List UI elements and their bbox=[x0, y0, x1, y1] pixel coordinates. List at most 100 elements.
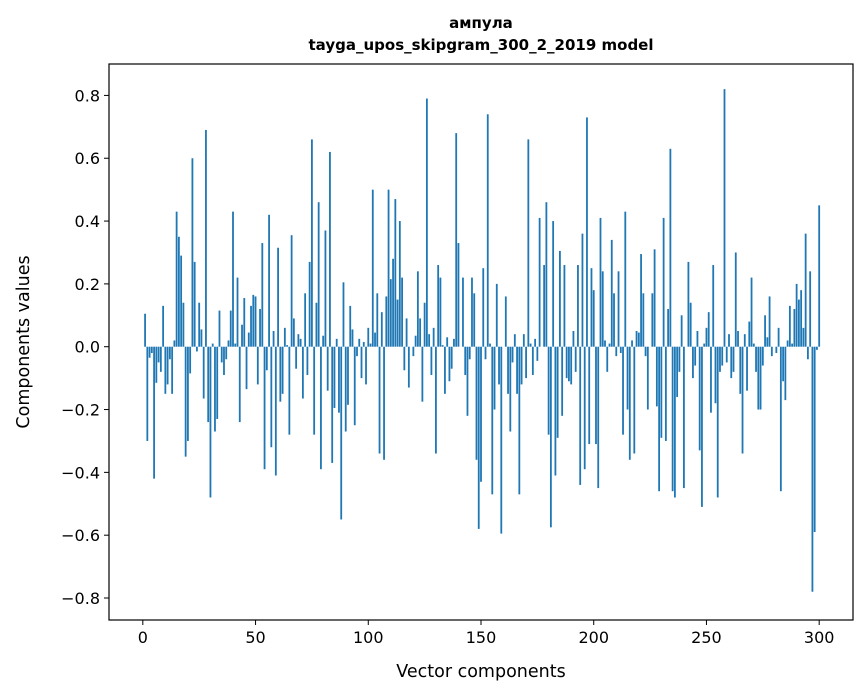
bar-245 bbox=[694, 346, 697, 366]
bar-287 bbox=[788, 305, 791, 347]
bar-145 bbox=[468, 346, 471, 360]
bar-254 bbox=[714, 346, 717, 404]
bar-289 bbox=[793, 309, 796, 347]
bar-105 bbox=[378, 346, 381, 454]
bar-221 bbox=[640, 254, 642, 347]
bar-244 bbox=[692, 346, 694, 379]
bar-212 bbox=[619, 346, 622, 353]
bar-111 bbox=[392, 258, 394, 347]
chart-subtitle: tayga_upos_skipgram_300_2_2019 model bbox=[309, 36, 654, 54]
bar-88 bbox=[340, 346, 343, 520]
bar-243 bbox=[689, 302, 692, 347]
bar-169 bbox=[522, 334, 525, 347]
bar-281 bbox=[775, 346, 778, 353]
bar-38 bbox=[227, 340, 230, 347]
bar-261 bbox=[730, 346, 733, 379]
bar-297 bbox=[811, 346, 814, 592]
bar-292 bbox=[800, 290, 803, 347]
bar-196 bbox=[583, 346, 586, 470]
bar-95 bbox=[356, 346, 358, 357]
y-tick-label: 0.4 bbox=[75, 212, 100, 231]
bar-197 bbox=[586, 117, 588, 347]
bar-240 bbox=[683, 346, 685, 489]
bar-89 bbox=[342, 282, 345, 347]
bar-195 bbox=[581, 233, 584, 347]
bar-40 bbox=[232, 211, 234, 347]
bar-90 bbox=[344, 346, 347, 432]
bar-123 bbox=[419, 318, 422, 347]
bar-143 bbox=[464, 346, 467, 375]
bar-57 bbox=[270, 346, 273, 448]
bar-176 bbox=[538, 217, 541, 347]
bar-279 bbox=[770, 346, 773, 357]
bar-117 bbox=[405, 318, 408, 347]
bar-156 bbox=[493, 346, 496, 410]
bar-11 bbox=[166, 346, 169, 385]
bar-198 bbox=[588, 346, 591, 445]
bar-74 bbox=[308, 261, 311, 347]
bar-239 bbox=[680, 315, 683, 347]
bar-127 bbox=[428, 334, 431, 347]
bar-108 bbox=[385, 296, 388, 347]
bar-165 bbox=[513, 334, 516, 347]
bar-278 bbox=[768, 296, 771, 347]
x-tick-label: 50 bbox=[245, 628, 265, 647]
bar-13 bbox=[171, 346, 174, 394]
bar-43 bbox=[238, 346, 241, 423]
bar-274 bbox=[759, 346, 762, 410]
bar-193 bbox=[577, 265, 579, 347]
bar-71 bbox=[301, 346, 304, 399]
bar-288 bbox=[791, 343, 794, 347]
bar-49 bbox=[252, 294, 255, 347]
bar-16 bbox=[177, 236, 180, 347]
bar-294 bbox=[804, 233, 807, 347]
bar-84 bbox=[331, 346, 334, 463]
bar-258 bbox=[723, 89, 726, 347]
bar-290 bbox=[795, 283, 798, 347]
bar-10 bbox=[164, 346, 167, 394]
bar-102 bbox=[371, 189, 374, 347]
bar-32 bbox=[214, 346, 216, 432]
bar-253 bbox=[712, 265, 715, 347]
x-axis-label: Vector components bbox=[396, 662, 565, 682]
y-tick-label: −0.4 bbox=[61, 463, 100, 482]
bar-146 bbox=[471, 277, 473, 347]
bar-201 bbox=[595, 346, 597, 445]
bar-2 bbox=[146, 346, 149, 441]
bar-79 bbox=[320, 346, 322, 470]
bar-59 bbox=[274, 346, 277, 476]
bar-246 bbox=[696, 331, 699, 347]
y-tick-label: 0.8 bbox=[75, 86, 100, 105]
bar-283 bbox=[779, 346, 782, 492]
bar-202 bbox=[597, 346, 600, 489]
bar-268 bbox=[746, 346, 748, 391]
bar-132 bbox=[439, 277, 442, 347]
bar-86 bbox=[335, 338, 338, 347]
bar-133 bbox=[441, 345, 444, 347]
bar-173 bbox=[531, 346, 534, 375]
bar-23 bbox=[193, 261, 196, 347]
bar-134 bbox=[444, 346, 446, 394]
bar-50 bbox=[254, 296, 257, 347]
bar-55 bbox=[265, 346, 268, 371]
bar-29 bbox=[207, 346, 210, 423]
bar-48 bbox=[250, 305, 252, 347]
bar-27 bbox=[202, 346, 205, 399]
bar-238 bbox=[678, 346, 681, 372]
bar-163 bbox=[509, 346, 512, 432]
bar-73 bbox=[306, 346, 309, 375]
bar-265 bbox=[739, 346, 742, 394]
bar-92 bbox=[349, 305, 352, 347]
bar-101 bbox=[369, 343, 372, 347]
bar-180 bbox=[547, 346, 550, 435]
bar-181 bbox=[549, 346, 552, 528]
bar-97 bbox=[360, 346, 363, 379]
bar-21 bbox=[189, 346, 192, 374]
bar-155 bbox=[491, 346, 494, 495]
bar-94 bbox=[353, 346, 356, 426]
bar-34 bbox=[218, 310, 221, 347]
bar-63 bbox=[283, 327, 286, 347]
bar-100 bbox=[367, 327, 370, 347]
bar-298 bbox=[813, 346, 816, 533]
bar-30 bbox=[209, 346, 212, 498]
